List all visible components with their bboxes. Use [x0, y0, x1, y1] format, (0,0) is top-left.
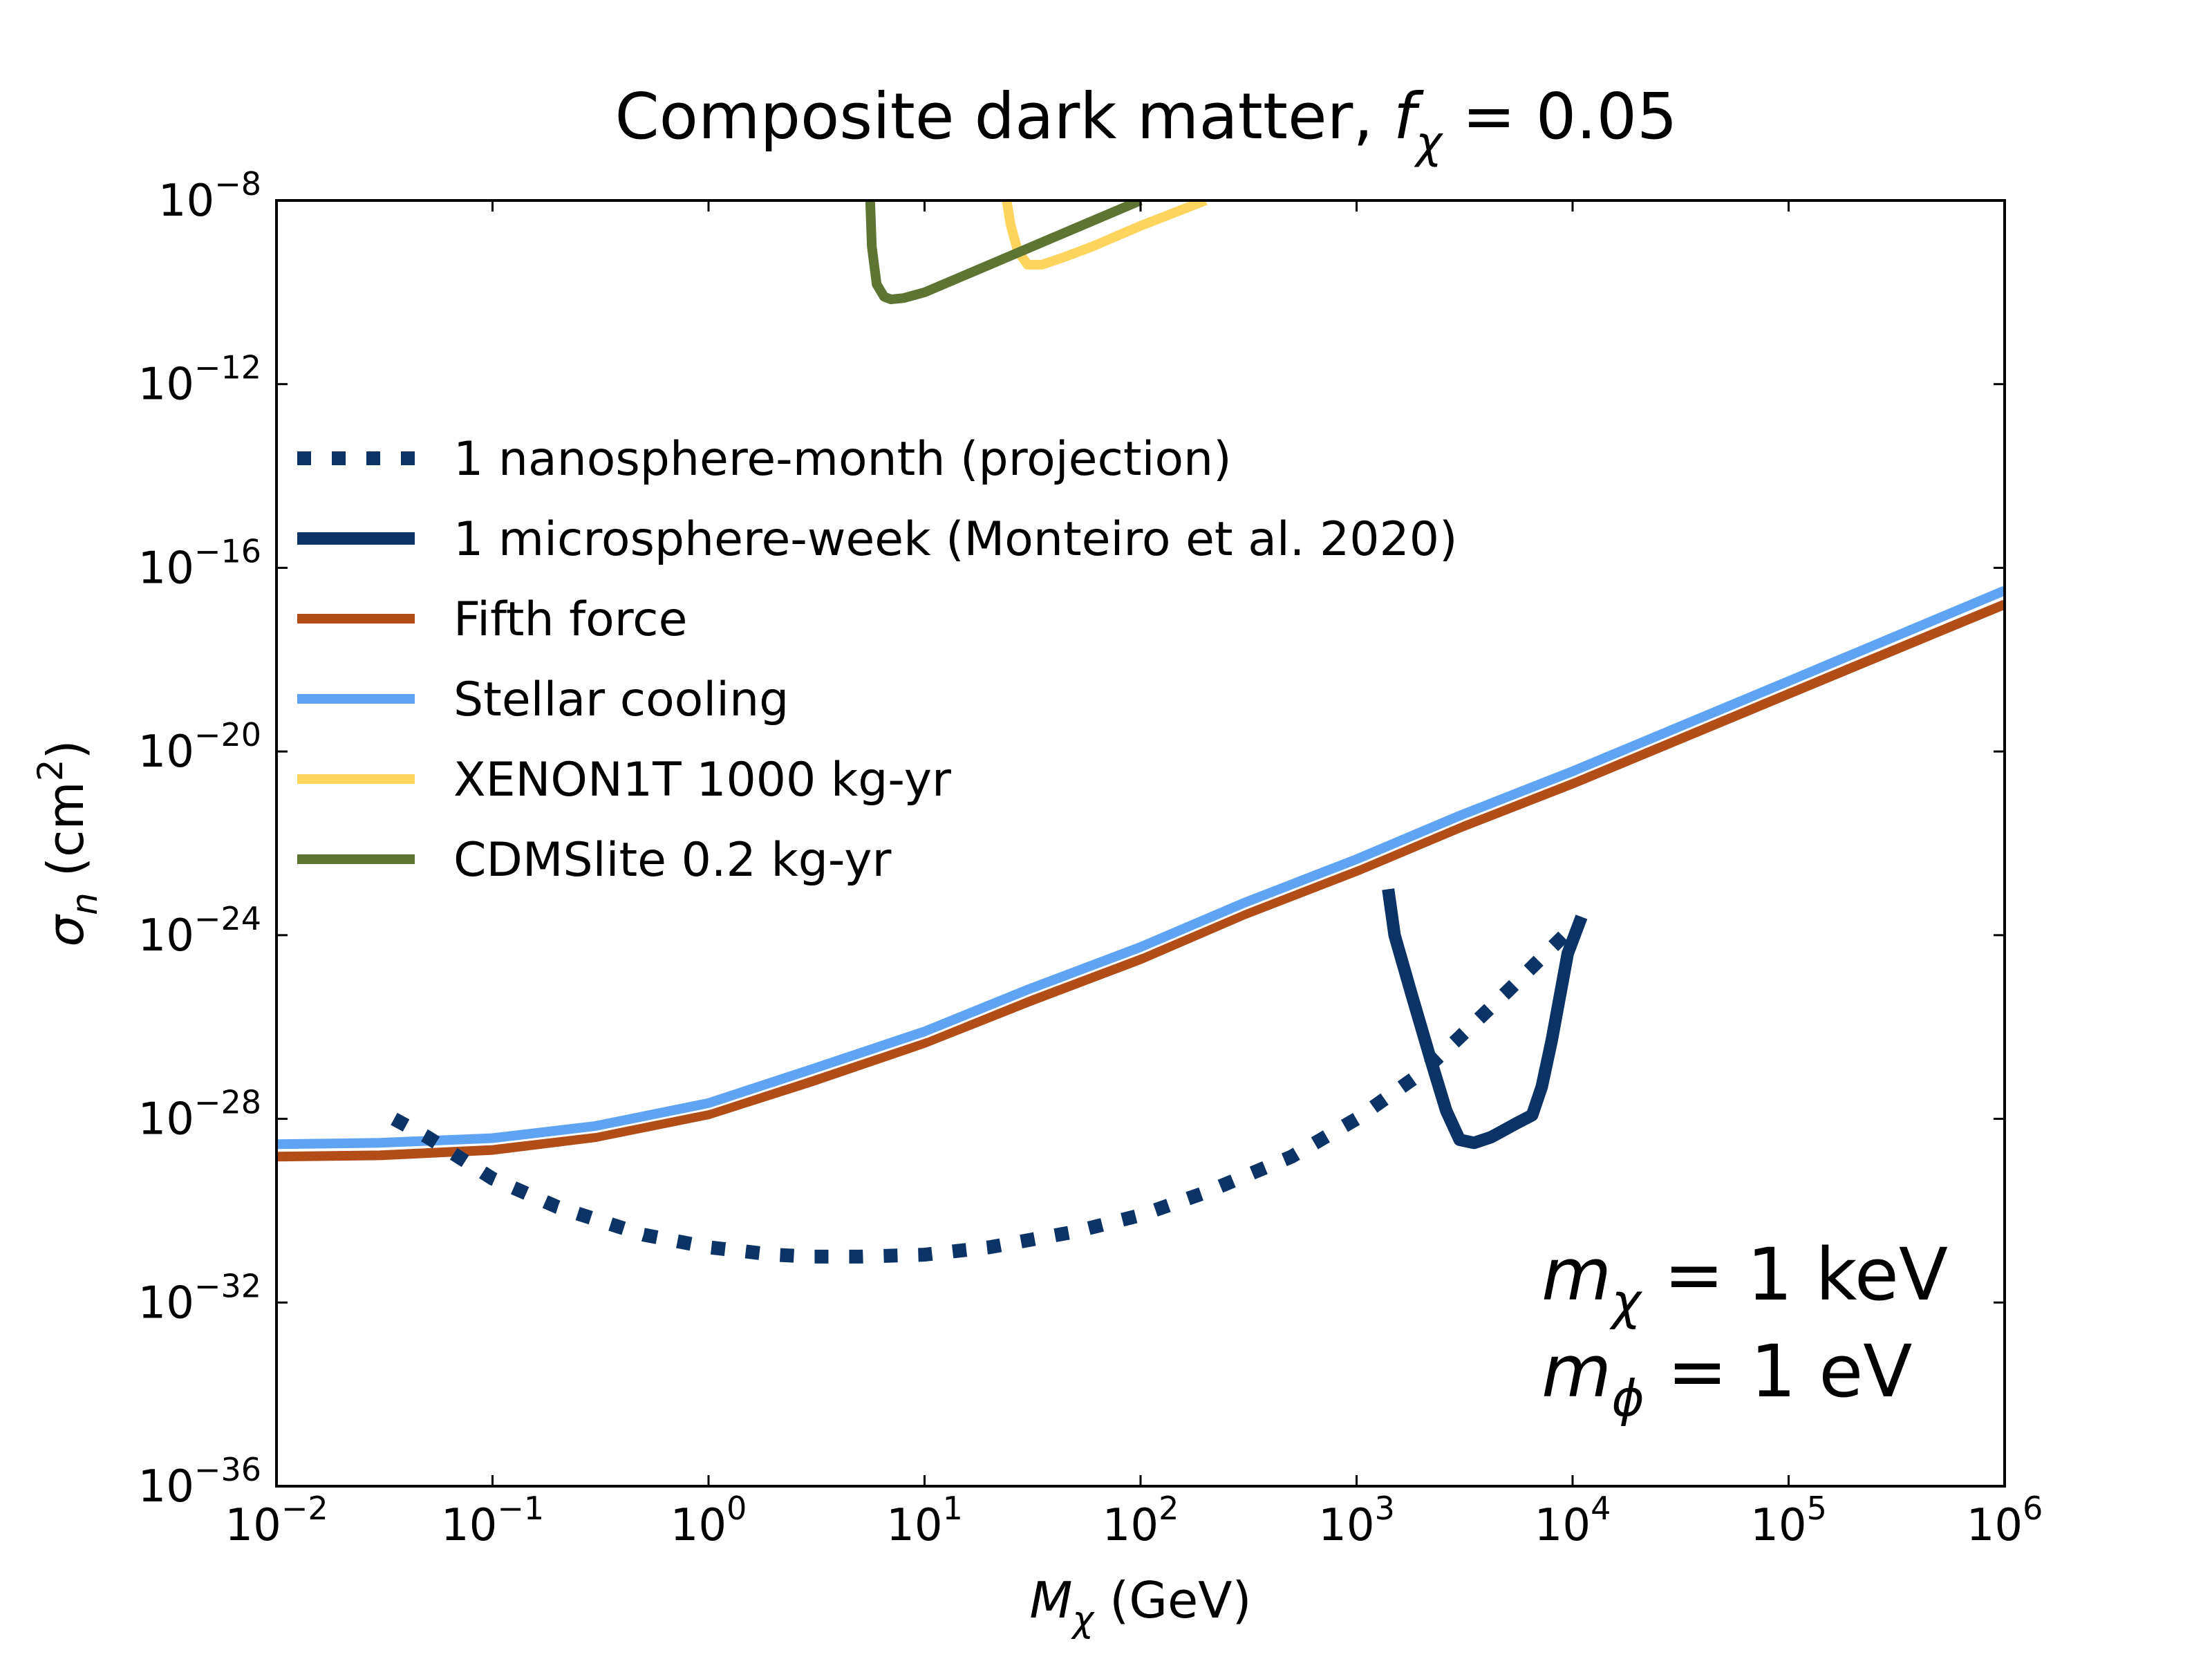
y-tick-label-base: 10 [138, 727, 194, 778]
series-line-fifth-force [276, 599, 2005, 1162]
y-tick-label-base: 10 [158, 176, 214, 227]
y-tick-label-exp: −8 [214, 165, 261, 203]
x-tick-label: 10−1 [441, 1490, 544, 1551]
x-axis-label: Mχ (GeV) [1029, 1571, 1251, 1640]
y-axis-label-sub: n [64, 892, 106, 915]
x-tick-label: 103 [1318, 1490, 1395, 1551]
x-tick-label-base: 10 [441, 1500, 497, 1551]
legend-label-cdmslite-0-2-kg-yr: CDMSlite 0.2 kg-yr [453, 833, 891, 888]
y-tick-label-exp: −16 [194, 532, 261, 570]
y-axis-label: σn (cm2) [30, 740, 106, 946]
x-tick-label: 102 [1103, 1490, 1179, 1551]
series-line-cdmslite-0-2-kg-yr [865, 200, 1143, 305]
y-tick-label: 10−8 [158, 165, 261, 227]
x-tick-label: 100 [671, 1490, 747, 1551]
x-tick-label-base: 10 [1967, 1500, 2023, 1551]
x-tick-label-base: 10 [1535, 1500, 1591, 1551]
x-tick-label: 104 [1535, 1490, 1611, 1551]
x-tick-label: 106 [1967, 1490, 2043, 1551]
series-line-1-nanosphere-month-projection [391, 922, 1578, 1264]
legend-label-fifth-force: Fifth force [453, 592, 687, 647]
y-tick-label: 10−16 [138, 532, 261, 594]
annotation-mediator-mass-text: = 1 eV [1644, 1329, 1913, 1414]
y-tick-label-base: 10 [138, 359, 194, 411]
y-axis-label-var: σ [37, 914, 95, 947]
x-tick-label-base: 10 [225, 1500, 281, 1551]
x-axis-label-sub: χ [1070, 1599, 1095, 1640]
y-tick-label-exp: −28 [194, 1084, 261, 1121]
y-tick-label: 10−36 [138, 1451, 261, 1512]
y-tick-label-exp: −36 [194, 1451, 261, 1488]
legend: 1 nanosphere-month (projection) 1 microsp… [297, 432, 1458, 888]
x-tick-label: 101 [886, 1490, 963, 1551]
chart-title-prefix: Composite dark matter, [615, 79, 1393, 153]
x-tick-label-base: 10 [1318, 1500, 1374, 1551]
y-tick-label-exp: −24 [194, 900, 261, 937]
x-tick-label-base: 10 [886, 1500, 942, 1551]
y-tick-label-base: 10 [138, 1461, 194, 1512]
y-tick-label-base: 10 [138, 543, 194, 594]
x-tick-label-exp: 1 [943, 1490, 963, 1527]
annotation-dm-mass-var: m [1541, 1232, 1611, 1317]
y-axis-label-unit-sup: 2 [30, 759, 71, 781]
annotation-mediator-mass-sub: ϕ [1611, 1369, 1644, 1427]
chart-title: Composite dark matter, fχ = 0.05 [615, 79, 1677, 169]
legend-label-stellar-cooling: Stellar cooling [453, 673, 789, 727]
y-tick-label: 10−24 [138, 900, 261, 962]
y-tick-label-base: 10 [138, 910, 194, 962]
annotation-dm-mass: mχ = 1 keV [1541, 1232, 1948, 1331]
annotation-mediator-mass: mϕ = 1 eV [1541, 1329, 1912, 1427]
tick-layer: 10−2 10−1 100 101 102 103 104 105 10610−810−1210… [138, 165, 2043, 1551]
x-tick-label-base: 10 [1750, 1500, 1806, 1551]
series-line-1-microsphere-week-monteiro-et-al-2020 [1382, 888, 1588, 1150]
y-tick-label-exp: −12 [194, 349, 261, 386]
x-tick-label-base: 10 [1103, 1500, 1159, 1551]
x-tick-label-exp: 4 [1591, 1490, 1611, 1527]
annotation-mediator-mass-var: m [1541, 1329, 1611, 1414]
x-tick-label-exp: 6 [2023, 1490, 2043, 1527]
series-layer [276, 200, 2005, 1264]
legend-label-1-nanosphere-month-projection: 1 nanosphere-month (projection) [453, 432, 1232, 487]
y-axis-label-unit-post: ) [37, 740, 95, 759]
y-tick-label-exp: −20 [194, 716, 261, 753]
y-tick-label-base: 10 [138, 1277, 194, 1329]
x-tick-label-base: 10 [671, 1500, 727, 1551]
x-axis-label-unit: (GeV) [1094, 1571, 1251, 1629]
x-tick-label-exp: 5 [1807, 1490, 1827, 1527]
x-tick-label-exp: −1 [497, 1490, 544, 1527]
series-line-xenon1t-1000-kg-yr [1002, 200, 1208, 270]
y-tick-label: 10−20 [138, 716, 261, 778]
legend-label-xenon1t-1000-kg-yr: XENON1T 1000 kg-yr [453, 753, 951, 807]
x-axis-label-var: M [1029, 1571, 1072, 1629]
annotation-dm-mass-text: = 1 keV [1641, 1232, 1948, 1317]
x-tick-label-exp: 3 [1375, 1490, 1395, 1527]
y-tick-label-base: 10 [138, 1094, 194, 1145]
annotation-dm-mass-sub: χ [1609, 1273, 1642, 1331]
legend-label-1-microsphere-week-monteiro-et-al-2020: 1 microsphere-week (Monteiro et al. 2020… [453, 512, 1458, 567]
y-tick-label: 10−32 [138, 1267, 261, 1329]
chart-title-suffix: = 0.05 [1442, 79, 1677, 153]
y-tick-label-exp: −32 [194, 1267, 261, 1304]
x-tick-label-exp: 2 [1159, 1490, 1179, 1527]
chart-title-sub: χ [1414, 118, 1443, 169]
y-axis-label-unit-pre: (cm [37, 781, 95, 892]
x-tick-label-exp: 0 [727, 1490, 747, 1527]
x-tick-label: 10−2 [225, 1490, 328, 1551]
x-tick-label: 105 [1750, 1490, 1827, 1551]
series-line-stellar-cooling [276, 585, 2005, 1150]
y-tick-label: 10−12 [138, 349, 261, 411]
x-tick-label-exp: −2 [281, 1490, 328, 1527]
y-tick-label: 10−28 [138, 1084, 261, 1145]
